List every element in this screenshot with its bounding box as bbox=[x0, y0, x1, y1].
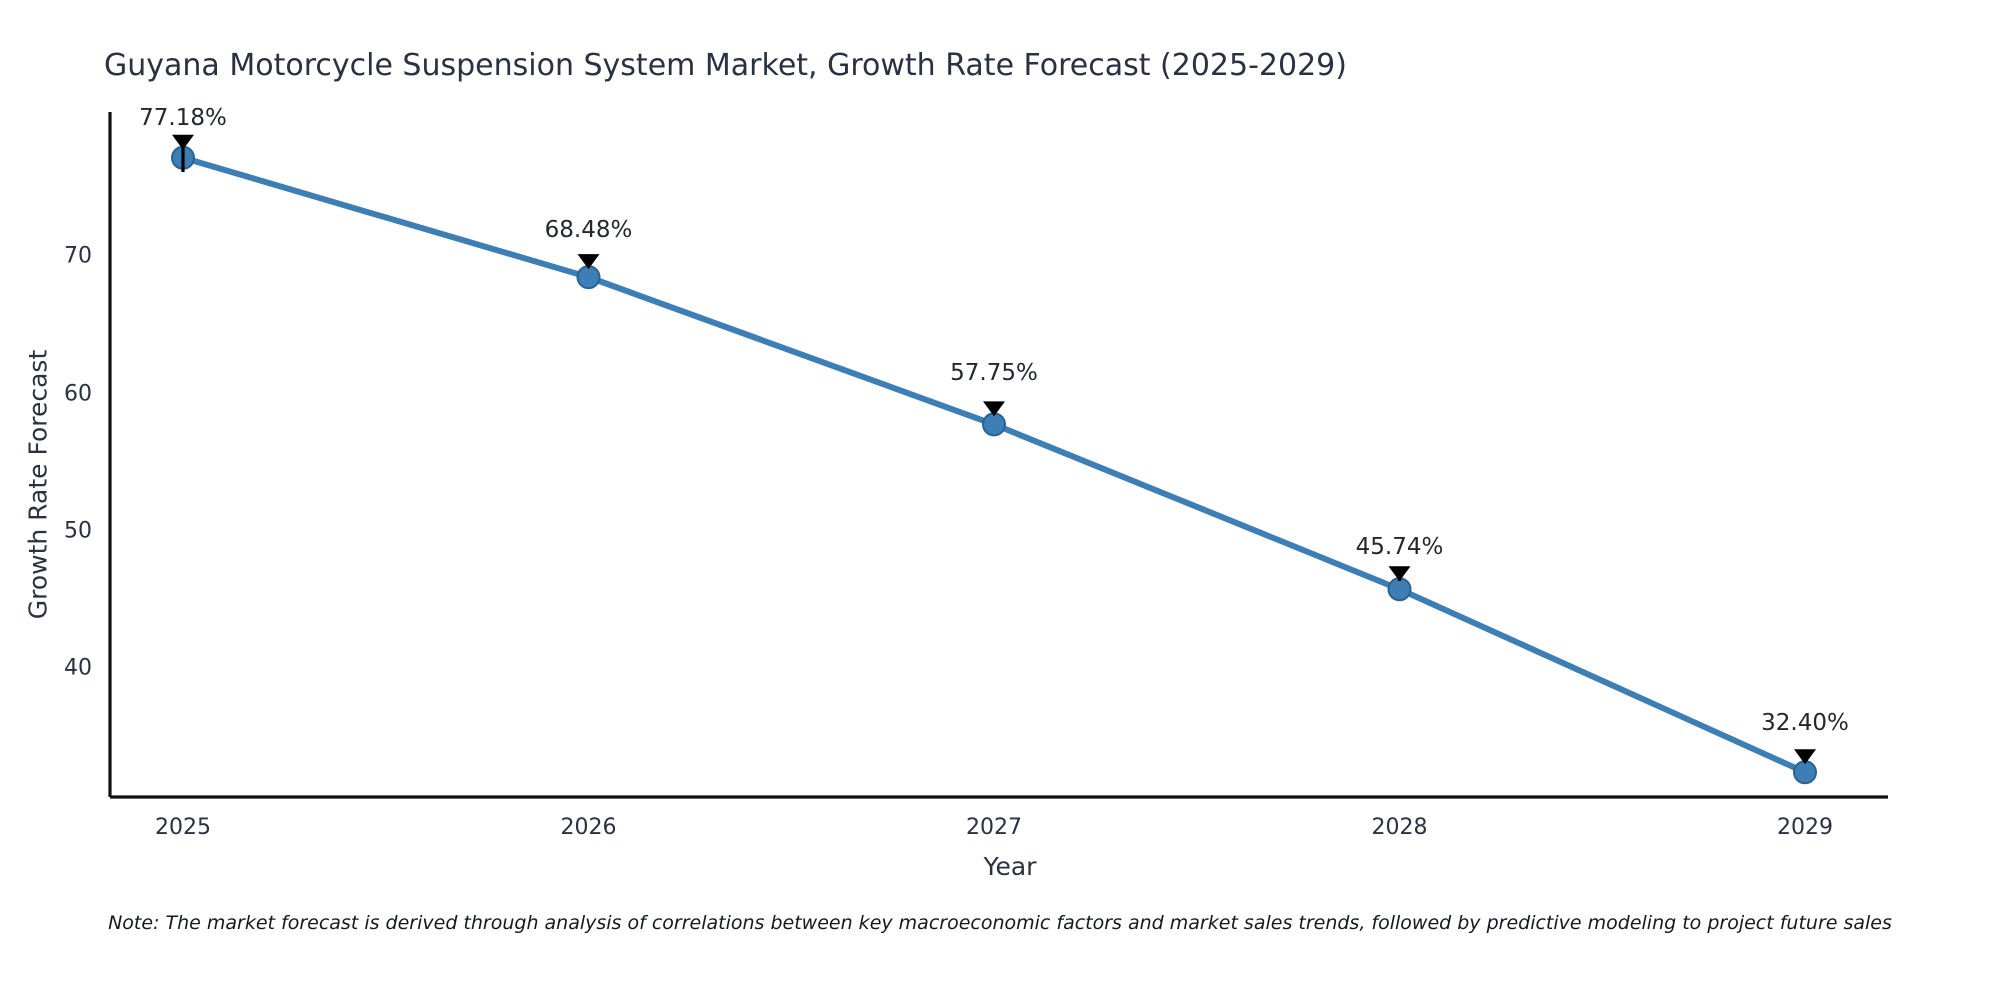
data-point-label: 77.18% bbox=[139, 105, 227, 131]
x-tick-label: 2029 bbox=[1777, 815, 1833, 840]
x-tick-label: 2028 bbox=[1371, 815, 1428, 840]
data-point-label: 45.74% bbox=[1355, 534, 1444, 560]
annotation-arrow-head bbox=[983, 401, 1005, 417]
annotation-arrow bbox=[1794, 749, 1817, 765]
data-line bbox=[179, 154, 1809, 776]
x-axis-title-text: Year bbox=[983, 852, 1037, 881]
x-axis-title: Year bbox=[0, 852, 2000, 881]
data-point-label: 68.48% bbox=[544, 217, 633, 243]
y-tick-label: 50 bbox=[64, 518, 92, 544]
y-tick-label: 40 bbox=[64, 655, 92, 681]
x-tick-label: 2026 bbox=[560, 815, 617, 840]
data-point-marker[interactable] bbox=[576, 265, 601, 290]
data-point-label: 32.40% bbox=[1761, 710, 1849, 736]
data-point-marker[interactable] bbox=[1387, 577, 1412, 602]
annotation-arrow-head bbox=[1794, 749, 1817, 765]
y-tick-label: 70 bbox=[64, 243, 92, 269]
annotation-arrow-head bbox=[577, 254, 600, 270]
x-tick-label: 2027 bbox=[966, 815, 1022, 840]
chart-title: Guyana Motorcycle Suspension System Mark… bbox=[104, 48, 1347, 83]
data-point-label: 57.75% bbox=[950, 360, 1038, 386]
y-tick-label: 60 bbox=[64, 381, 92, 406]
chart-footnote: Note: The market forecast is derived thr… bbox=[108, 912, 1892, 934]
annotation-arrow-head bbox=[171, 134, 194, 150]
data-point-marker[interactable] bbox=[982, 412, 1006, 437]
x-tick-label: 2025 bbox=[154, 815, 211, 840]
annotation-arrow bbox=[171, 134, 194, 172]
annotation-arrow bbox=[577, 254, 600, 270]
data-point-marker[interactable] bbox=[1793, 760, 1818, 785]
annotation-arrow-head bbox=[1388, 566, 1411, 582]
annotation-arrow bbox=[983, 401, 1005, 417]
annotation-arrow bbox=[1388, 566, 1411, 582]
